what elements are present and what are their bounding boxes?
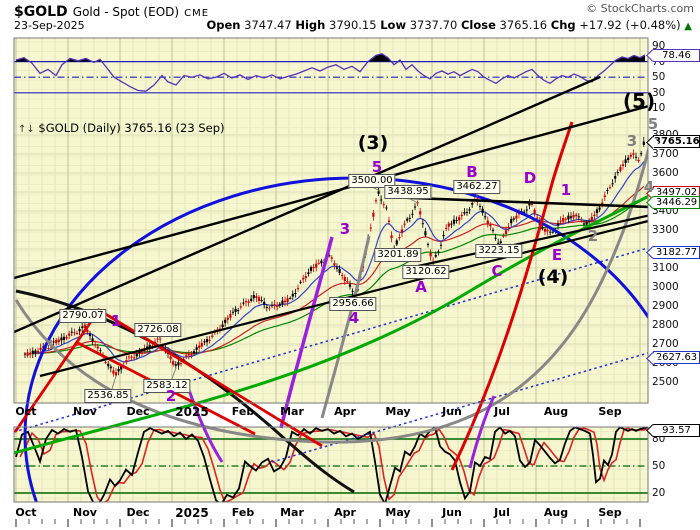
high-label: High [295, 18, 326, 32]
up-arrow-icon: ▲ [684, 21, 692, 32]
chart-title-text: $GOLD (Daily) 3765.16 (23 Sep) [38, 121, 225, 135]
close-label: Close [460, 18, 496, 32]
symbol: $GOLD [14, 4, 68, 20]
high-value: 3790.15 [329, 18, 377, 32]
symbol-name: Gold - Spot (EOD) [72, 5, 180, 19]
chart-title-overlay: ↑↓ $GOLD (Daily) 3765.16 (23 Sep) [18, 121, 225, 135]
exchange: CME [184, 8, 210, 19]
low-value: 3737.70 [409, 18, 458, 32]
open-label: Open [206, 18, 241, 32]
chart-date: 23-Sep-2025 [14, 19, 85, 32]
open-value: 3747.47 [244, 18, 292, 32]
scale-toggle-icon[interactable]: ↑↓ [18, 124, 35, 135]
close-value: 3765.16 [499, 18, 548, 32]
chart-header: $GOLD Gold - Spot (EOD) CME [14, 1, 209, 20]
chg-label: Chg [550, 18, 576, 32]
ohlc-quote-line: Open 3747.47 High 3790.15 Low 3737.70 Cl… [206, 18, 692, 32]
chg-value: +17.92 (+0.48%) [579, 18, 681, 32]
low-label: Low [380, 18, 407, 32]
copyright: © StockCharts.com [586, 2, 694, 15]
